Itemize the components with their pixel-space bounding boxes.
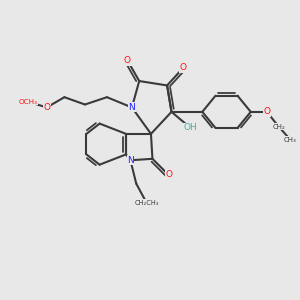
Text: O: O <box>165 170 172 179</box>
Text: OCH₃: OCH₃ <box>18 99 37 105</box>
Text: O: O <box>263 107 270 116</box>
Text: N: N <box>128 103 135 112</box>
Text: N: N <box>127 156 134 165</box>
Text: CH₂: CH₂ <box>272 124 285 130</box>
Text: CH₂CH₃: CH₂CH₃ <box>134 200 159 206</box>
Text: CH₃: CH₃ <box>284 137 297 143</box>
Text: O: O <box>124 56 131 65</box>
Text: O: O <box>180 63 187 72</box>
Text: OH: OH <box>184 124 197 133</box>
Text: O: O <box>43 103 50 112</box>
